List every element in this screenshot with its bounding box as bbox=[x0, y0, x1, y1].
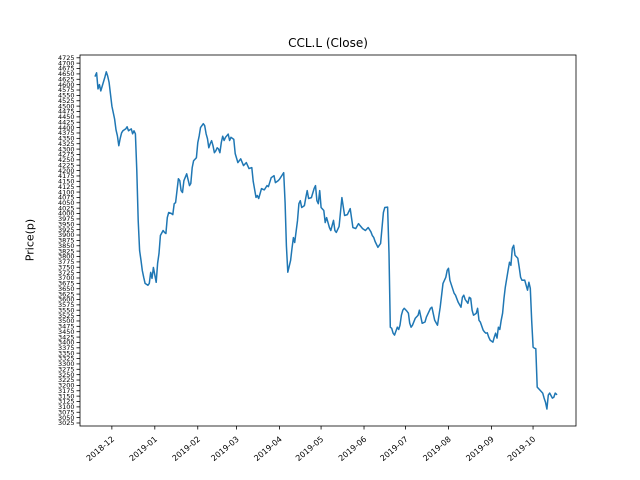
y-tick-label: 4425 bbox=[58, 118, 75, 126]
y-tick-label: 4025 bbox=[58, 204, 75, 212]
y-tick-label: 3075 bbox=[58, 408, 75, 416]
y-tick-label: 3875 bbox=[58, 237, 75, 245]
y-tick-label: 4075 bbox=[58, 194, 75, 202]
y-tick-label: 3525 bbox=[58, 312, 75, 320]
y-tick-label: 4400 bbox=[58, 124, 75, 132]
x-tick-label: 2019-06 bbox=[337, 435, 368, 463]
y-tick-label: 4525 bbox=[58, 97, 75, 105]
y-tick-label: 3350 bbox=[58, 349, 75, 357]
y-tick-label: 4475 bbox=[58, 108, 75, 116]
y-tick-label: 4700 bbox=[58, 59, 75, 67]
x-tick-label: 2019-05 bbox=[294, 435, 325, 463]
y-tick-label: 3200 bbox=[58, 382, 75, 390]
x-tick-label: 2019-02 bbox=[171, 435, 202, 463]
y-tick-label: 3900 bbox=[58, 231, 75, 239]
y-tick-label: 3475 bbox=[58, 323, 75, 331]
y-tick-label: 4225 bbox=[58, 161, 75, 169]
chart-title: CCL.L (Close) bbox=[288, 36, 368, 50]
axes-frame bbox=[79, 54, 577, 427]
y-tick-label: 4650 bbox=[58, 70, 75, 78]
y-tick-label: 3975 bbox=[58, 215, 75, 223]
y-tick-label: 3500 bbox=[58, 317, 75, 325]
y-tick-label: 4550 bbox=[58, 92, 75, 100]
y-tick-label: 4375 bbox=[58, 129, 75, 137]
y-tick-label: 4250 bbox=[58, 156, 75, 164]
y-tick-label: 3125 bbox=[58, 398, 75, 406]
y-tick-label: 4125 bbox=[58, 183, 75, 191]
x-tick-label: 2018-12 bbox=[85, 435, 116, 463]
y-tick-label: 3750 bbox=[58, 263, 75, 271]
y-tick-label: 3425 bbox=[58, 333, 75, 341]
y-tick-label: 3375 bbox=[58, 344, 75, 352]
y-tick-label: 4300 bbox=[58, 145, 75, 153]
y-tick-label: 3575 bbox=[58, 301, 75, 309]
y-tick-label: 4200 bbox=[58, 167, 75, 175]
y-tick-label: 3150 bbox=[58, 392, 75, 400]
y-tick-label: 4275 bbox=[58, 151, 75, 159]
y-tick-label: 3100 bbox=[58, 403, 75, 411]
y-tick-label: 4100 bbox=[58, 188, 75, 196]
y-tick-label: 4175 bbox=[58, 172, 75, 180]
y-tick-label: 3300 bbox=[58, 360, 75, 368]
y-tick-label: 3175 bbox=[58, 387, 75, 395]
x-tick-label: 2019-08 bbox=[421, 435, 452, 463]
y-tick-label: 4500 bbox=[58, 102, 75, 110]
y-tick-label: 3600 bbox=[58, 296, 75, 304]
y-tick-label: 4575 bbox=[58, 86, 75, 94]
y-tick-label: 4325 bbox=[58, 140, 75, 148]
y-tick-label: 3250 bbox=[58, 371, 75, 379]
y-tick-label: 3550 bbox=[58, 306, 75, 314]
y-tick-label: 3850 bbox=[58, 242, 75, 250]
x-tick-label: 2019-03 bbox=[209, 435, 240, 463]
y-tick-label: 4150 bbox=[58, 178, 75, 186]
y-tick-label: 3225 bbox=[58, 376, 75, 384]
y-tick-label: 3925 bbox=[58, 226, 75, 234]
y-tick-label: 3650 bbox=[58, 285, 75, 293]
y-tick-label: 3325 bbox=[58, 355, 75, 363]
y-tick-label: 4350 bbox=[58, 135, 75, 143]
y-tick-label: 4450 bbox=[58, 113, 75, 121]
x-tick-label: 2019-04 bbox=[252, 435, 283, 463]
x-tick-label: 2019-10 bbox=[506, 435, 537, 463]
y-tick-label: 4625 bbox=[58, 75, 75, 83]
y-tick-label: 3825 bbox=[58, 247, 75, 255]
y-tick-label: 4000 bbox=[58, 210, 75, 218]
y-tick-label: 3400 bbox=[58, 339, 75, 347]
x-tick-label: 2019-01 bbox=[128, 435, 159, 463]
y-tick-label: 3775 bbox=[58, 258, 75, 266]
y-tick-label: 4725 bbox=[58, 54, 75, 62]
x-tick-label: 2019-07 bbox=[378, 435, 409, 463]
x-tick-label: 2019-09 bbox=[464, 435, 495, 463]
price-line bbox=[94, 71, 558, 410]
y-tick-label: 3950 bbox=[58, 220, 75, 228]
y-tick-label: 4675 bbox=[58, 65, 75, 73]
y-tick-label: 3700 bbox=[58, 274, 75, 282]
y-tick-label: 3725 bbox=[58, 269, 75, 277]
y-tick-label: 3275 bbox=[58, 365, 75, 373]
y-tick-label: 3050 bbox=[58, 414, 75, 422]
y-tick-label: 3450 bbox=[58, 328, 75, 336]
y-tick-label: 4600 bbox=[58, 81, 75, 89]
y-tick-label: 3025 bbox=[58, 419, 75, 427]
y-tick-label: 3675 bbox=[58, 280, 75, 288]
y-tick-label: 3625 bbox=[58, 290, 75, 298]
y-tick-label: 3800 bbox=[58, 253, 75, 261]
y-tick-label: 4050 bbox=[58, 199, 75, 207]
